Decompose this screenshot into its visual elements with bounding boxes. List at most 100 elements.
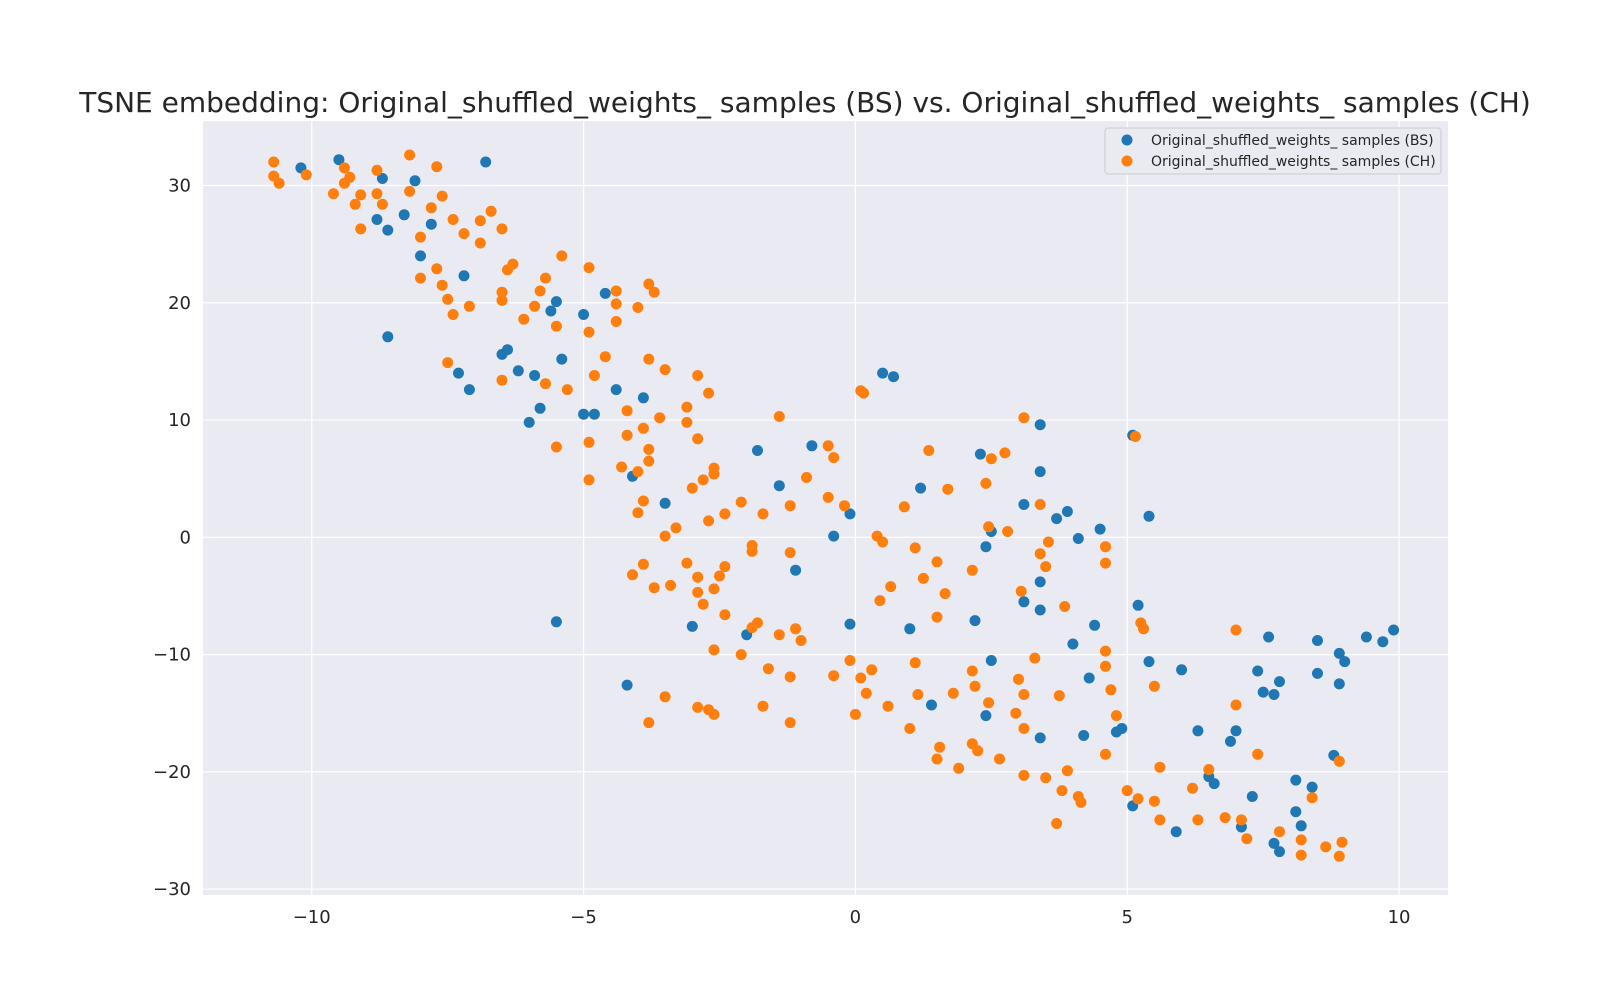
data-point xyxy=(442,293,454,305)
data-point xyxy=(1333,678,1345,690)
x-tick-label: 10 xyxy=(1388,907,1411,928)
data-point xyxy=(966,665,978,677)
data-point xyxy=(686,482,698,494)
data-point xyxy=(681,416,693,428)
data-point xyxy=(670,522,682,534)
legend-label-ch: Original_shuffled_weights_ samples (CH) xyxy=(1151,154,1436,170)
data-point xyxy=(588,370,600,381)
data-point xyxy=(1290,774,1302,786)
data-point xyxy=(1257,686,1269,698)
data-point xyxy=(1252,748,1264,760)
data-point xyxy=(518,313,530,325)
data-point xyxy=(926,699,937,711)
data-point xyxy=(436,190,448,202)
data-point xyxy=(540,378,551,390)
data-point xyxy=(752,445,763,456)
data-point xyxy=(999,447,1011,459)
data-point xyxy=(686,620,698,632)
data-point xyxy=(735,649,747,661)
y-tick-label: 0 xyxy=(180,527,191,548)
data-point xyxy=(1034,419,1046,431)
data-point xyxy=(458,228,470,240)
data-point xyxy=(1110,710,1122,722)
data-point xyxy=(610,384,622,396)
data-point xyxy=(404,185,416,197)
data-point xyxy=(983,697,995,709)
data-point xyxy=(442,357,454,369)
y-tick-label: 30 xyxy=(168,176,191,197)
data-point xyxy=(436,279,448,291)
data-point xyxy=(621,679,633,691)
y-tick-label: −20 xyxy=(153,762,191,783)
data-point xyxy=(1072,533,1084,544)
data-point xyxy=(599,351,611,363)
data-point xyxy=(909,542,921,554)
data-point xyxy=(648,582,660,594)
data-point xyxy=(1268,689,1280,700)
data-point xyxy=(431,161,443,173)
data-point xyxy=(1056,785,1068,797)
data-point xyxy=(496,294,508,306)
x-tick-label: 5 xyxy=(1122,907,1133,928)
data-point xyxy=(1034,576,1046,588)
y-tick-label: 20 xyxy=(168,293,191,314)
data-point xyxy=(773,411,785,422)
data-point xyxy=(485,205,497,217)
data-point xyxy=(616,461,628,473)
data-point xyxy=(974,448,986,460)
data-point xyxy=(1333,755,1345,767)
data-point xyxy=(1312,635,1323,646)
data-point xyxy=(994,753,1005,765)
data-point xyxy=(643,717,655,729)
data-point xyxy=(550,320,562,332)
data-point xyxy=(735,496,747,508)
data-point xyxy=(1203,764,1215,775)
data-point xyxy=(1306,781,1318,793)
data-point xyxy=(828,530,840,542)
data-point xyxy=(983,521,995,533)
data-point xyxy=(1061,506,1073,517)
data-point xyxy=(1148,795,1160,807)
data-point xyxy=(376,198,388,210)
data-point xyxy=(355,189,367,201)
data-point xyxy=(425,202,437,214)
data-point xyxy=(757,508,769,520)
data-point xyxy=(980,710,992,722)
data-point xyxy=(784,547,796,559)
data-point xyxy=(1013,673,1024,685)
data-point xyxy=(643,278,655,290)
data-point xyxy=(643,353,655,365)
legend: Original_shuffled_weights_ samples (BS) … xyxy=(1104,127,1442,175)
data-point xyxy=(1100,557,1111,569)
data-point xyxy=(697,474,709,486)
data-point xyxy=(1208,778,1220,790)
data-point xyxy=(1333,850,1345,862)
data-point xyxy=(1268,837,1280,849)
data-point xyxy=(844,508,856,520)
data-point xyxy=(1051,818,1063,829)
data-point xyxy=(583,326,595,338)
data-point xyxy=(550,616,562,628)
data-point xyxy=(1018,499,1030,510)
data-point xyxy=(1094,523,1106,535)
data-point xyxy=(790,623,802,635)
data-point xyxy=(583,262,595,274)
data-point xyxy=(915,482,927,494)
data-point xyxy=(382,224,394,236)
data-point xyxy=(556,250,568,262)
data-point xyxy=(545,305,557,317)
data-point xyxy=(985,453,997,465)
data-point xyxy=(844,655,856,666)
data-point xyxy=(447,214,459,225)
data-point xyxy=(966,564,978,576)
data-point xyxy=(632,302,644,313)
data-point xyxy=(1078,730,1090,741)
data-point xyxy=(1018,596,1030,608)
data-point xyxy=(1029,652,1041,664)
data-point xyxy=(882,700,894,712)
data-point xyxy=(1230,624,1242,636)
data-point xyxy=(1274,676,1285,688)
data-point xyxy=(529,370,541,381)
data-point xyxy=(858,387,870,399)
data-point xyxy=(692,586,704,598)
